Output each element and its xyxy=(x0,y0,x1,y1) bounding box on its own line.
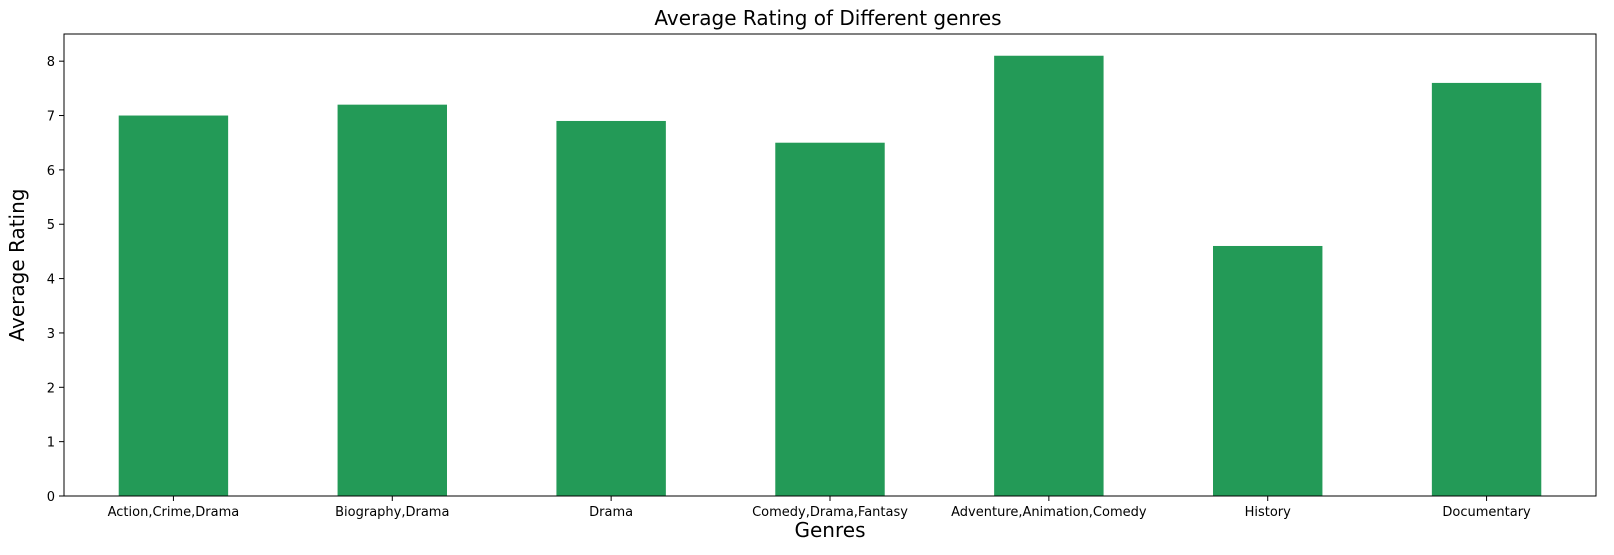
bar-4 xyxy=(775,142,885,497)
y-tick-label: 6 xyxy=(47,164,55,179)
y-tick-label: 8 xyxy=(47,55,55,70)
y-axis-label: Average Rating xyxy=(5,189,29,342)
chart-title: Average Rating of Different genres xyxy=(654,6,1001,30)
y-axis-ticks: 0 1 2 3 4 5 6 7 8 xyxy=(47,55,64,505)
bar-5 xyxy=(994,55,1104,496)
y-tick-label: 4 xyxy=(47,273,55,288)
bar-1 xyxy=(118,115,229,496)
y-tick-label: 3 xyxy=(47,327,55,342)
x-axis-ticks: Action,Crime,Drama Biography,Drama Drama Co… xyxy=(108,496,1531,520)
x-tick-label: Drama xyxy=(589,505,633,520)
x-tick-label: Documentary xyxy=(1442,505,1531,520)
x-axis-label: Genres xyxy=(795,518,866,542)
bars-group xyxy=(118,55,1542,497)
bar-7 xyxy=(1431,82,1542,496)
y-tick-label: 0 xyxy=(47,490,55,505)
bar-2 xyxy=(337,104,447,497)
x-tick-label: Action,Crime,Drama xyxy=(108,505,240,520)
plot-area-frame xyxy=(63,33,1597,497)
x-tick-label: Biography,Drama xyxy=(335,505,449,520)
y-tick-label: 1 xyxy=(47,436,55,451)
bar-3 xyxy=(556,120,666,496)
x-tick-label: History xyxy=(1245,505,1292,520)
y-tick-label: 2 xyxy=(47,381,55,396)
x-tick-label: Adventure,Animation,Comedy xyxy=(951,505,1147,520)
y-tick-label: 5 xyxy=(47,218,55,233)
x-tick-label: Comedy,Drama,Fantasy xyxy=(752,505,908,520)
y-tick-label: 7 xyxy=(47,110,55,125)
bar-6 xyxy=(1213,245,1323,496)
